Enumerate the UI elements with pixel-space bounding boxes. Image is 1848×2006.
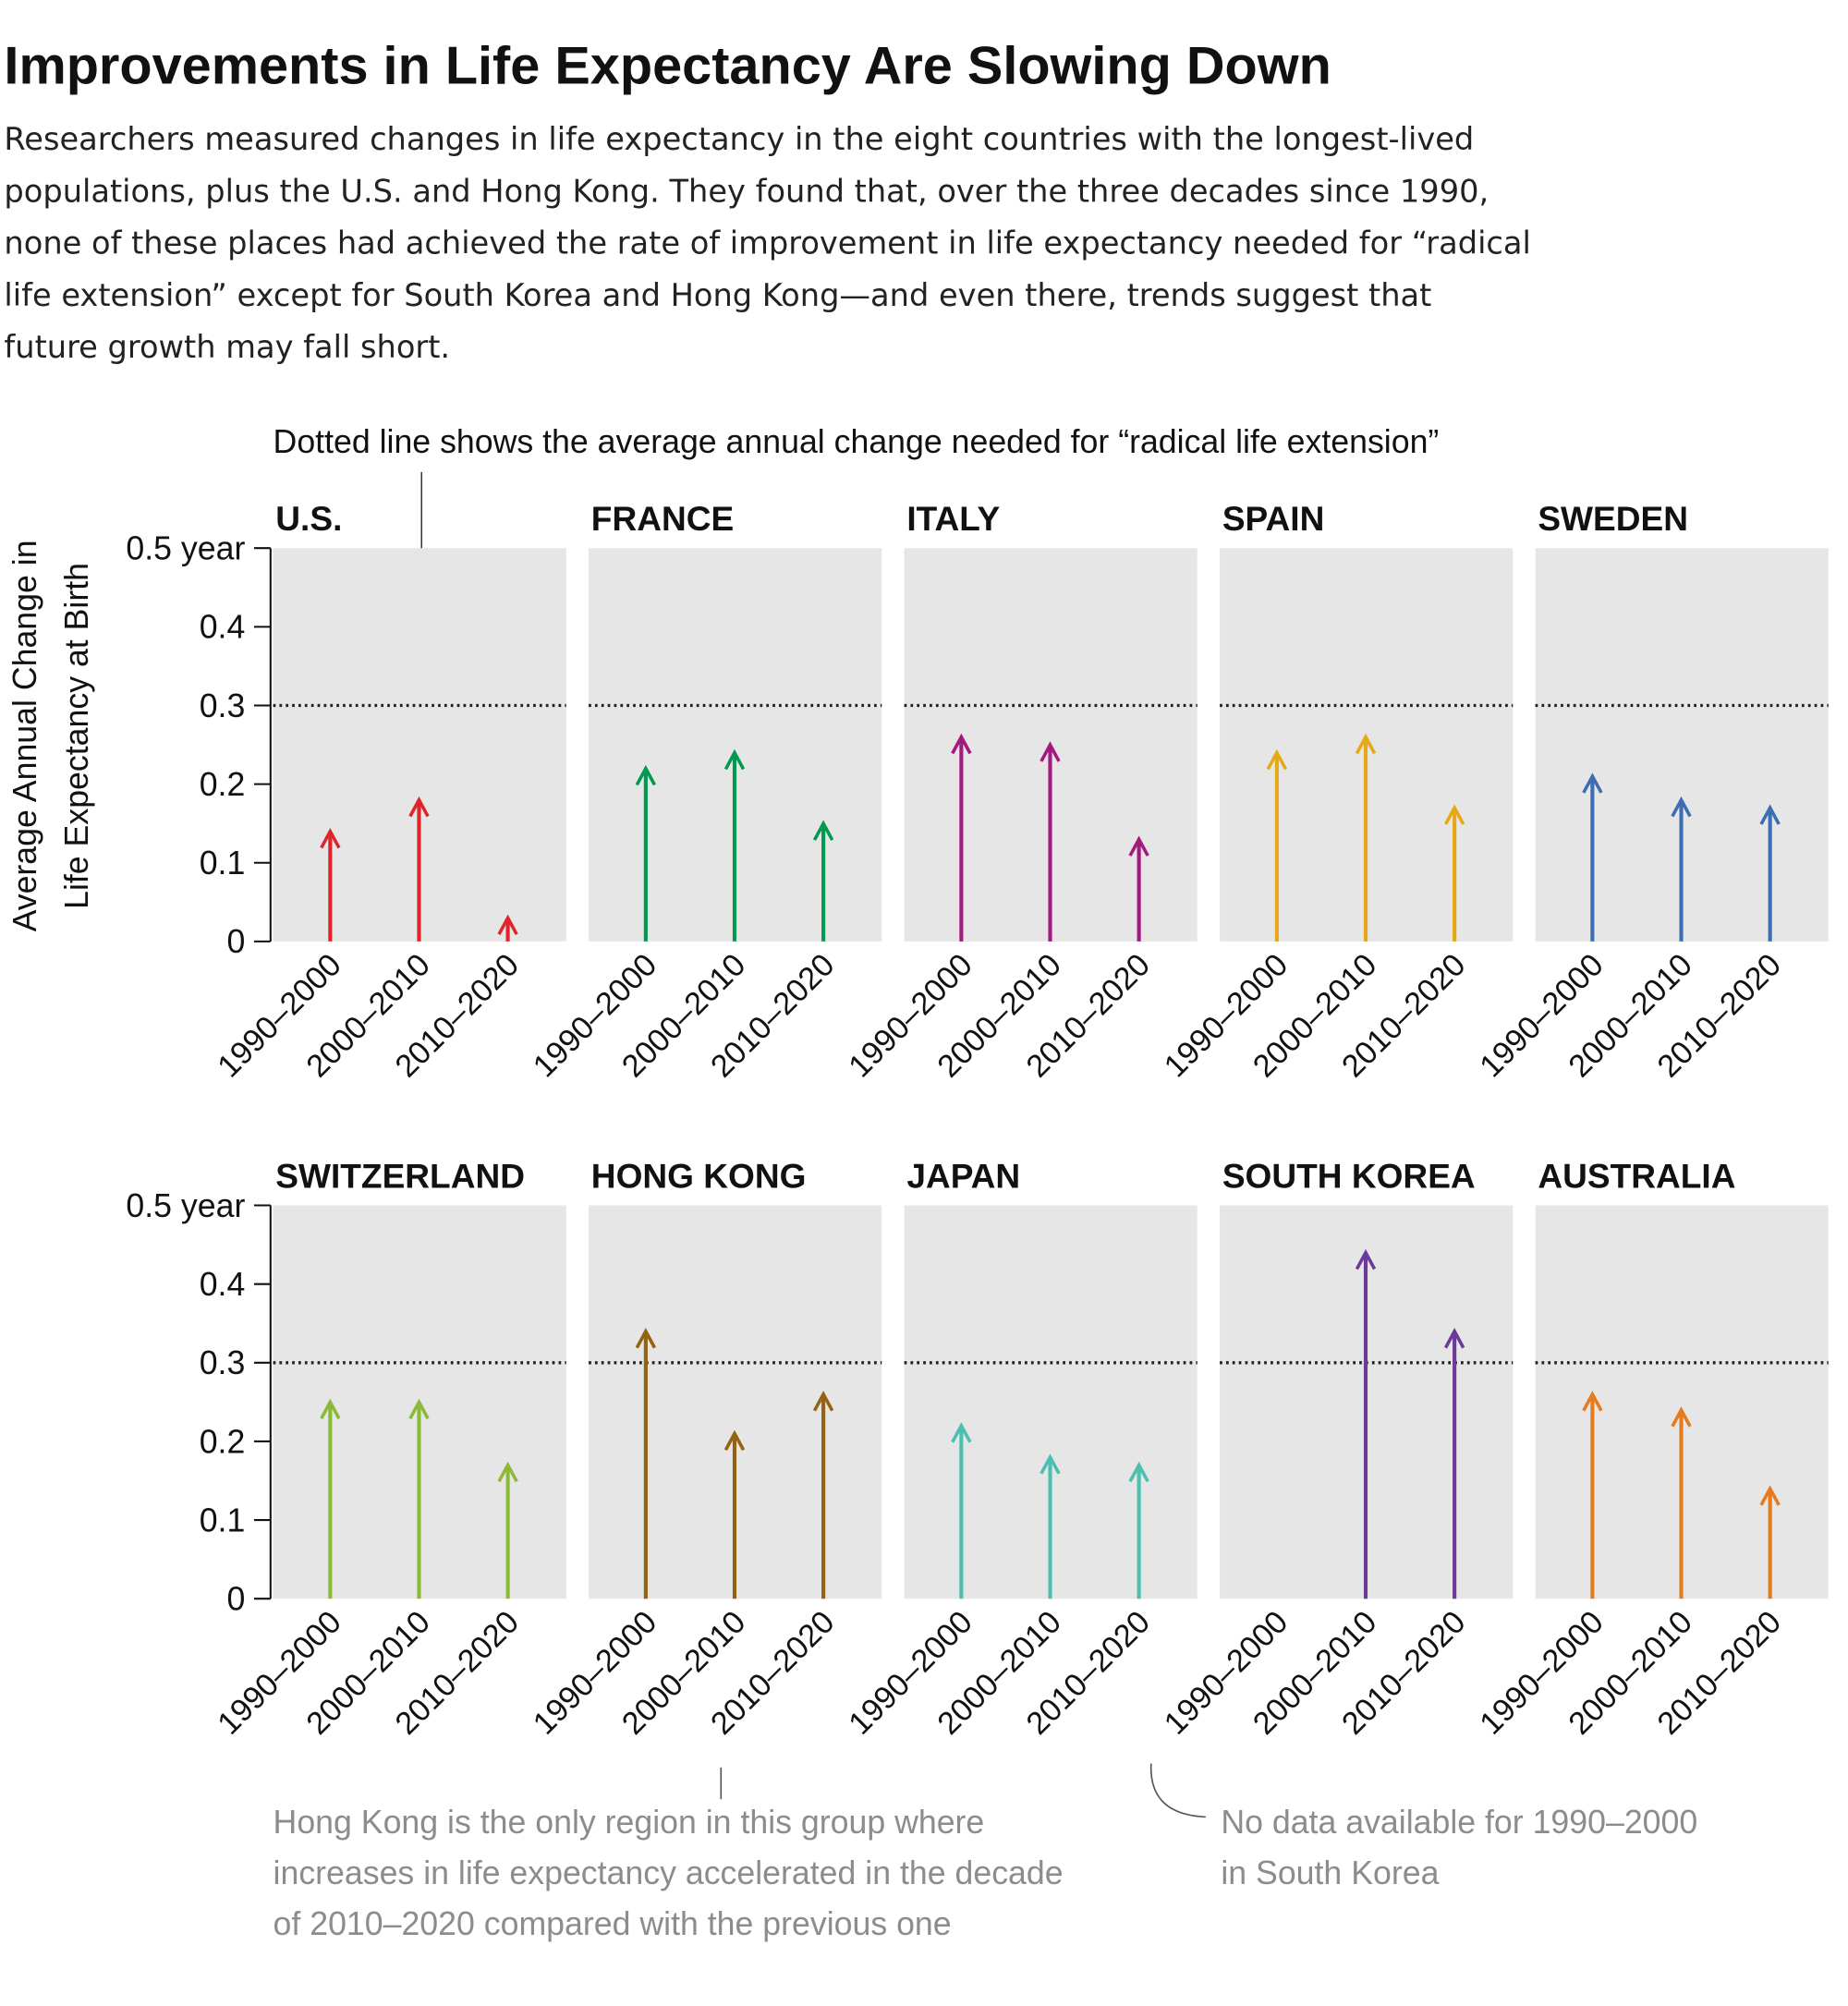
y-axis-title: Average Annual Change in Life Expectancy … bbox=[6, 540, 95, 931]
panel-title: HONG KONG bbox=[591, 1156, 807, 1195]
arrow-head bbox=[812, 820, 834, 841]
south-korea-note-line: No data available for 1990–2000 bbox=[1221, 1804, 1697, 1841]
arrow-head bbox=[723, 1429, 746, 1452]
arrow-head bbox=[1266, 748, 1288, 771]
hong-kong-annotation: Hong Kong is the only region in this gro… bbox=[274, 1804, 1064, 1942]
arrow-head bbox=[1128, 1461, 1149, 1483]
panel-title: JAPAN bbox=[906, 1156, 1020, 1195]
description-line: future growth may fall short. bbox=[4, 329, 450, 365]
arrow-head bbox=[1759, 804, 1781, 825]
south-korea-note-line: in South Korea bbox=[1221, 1854, 1439, 1891]
y-tick-label: 0.2 bbox=[200, 1423, 246, 1460]
arrow-head bbox=[1582, 1391, 1603, 1412]
arrow-head bbox=[497, 914, 518, 936]
y-tick-label: 0.3 bbox=[200, 687, 246, 724]
chart-title: Improvements in Life Expectancy Are Slow… bbox=[4, 37, 1331, 96]
panel-title: SPAIN bbox=[1222, 499, 1325, 538]
arrow-head bbox=[1040, 741, 1061, 762]
arrow-head bbox=[1040, 1453, 1061, 1475]
panel-title: SWEDEN bbox=[1538, 499, 1688, 538]
arrow-head bbox=[951, 1422, 972, 1443]
panel-title: AUSTRALIA bbox=[1538, 1156, 1735, 1195]
y-axis-title-line: Life Expectancy at Birth bbox=[58, 563, 95, 909]
y-tick-label: 0.3 bbox=[200, 1344, 246, 1381]
hong-kong-note-line: Hong Kong is the only region in this gro… bbox=[274, 1804, 985, 1841]
y-axis-title-line: Average Annual Change in bbox=[6, 540, 43, 931]
arrow-head bbox=[320, 827, 341, 849]
south-korea-leader-line bbox=[1149, 1763, 1206, 1818]
y-tick-label: 0 bbox=[226, 1581, 245, 1618]
y-tick-label: 0.5 year bbox=[126, 1187, 245, 1224]
arrow-head bbox=[1671, 796, 1692, 818]
panel-title: ITALY bbox=[906, 499, 1000, 538]
description-line: life extension” except for South Korea a… bbox=[4, 277, 1431, 313]
arrow-head bbox=[1759, 1485, 1781, 1506]
y-tick-label: 0.2 bbox=[200, 766, 246, 803]
south-korea-annotation: No data available for 1990–2000 in South … bbox=[1221, 1804, 1697, 1891]
arrow-head bbox=[497, 1461, 518, 1483]
description-line: Researchers measured changes in life exp… bbox=[4, 121, 1474, 157]
dotted-line-annotation: Dotted line shows the average annual cha… bbox=[274, 423, 1440, 460]
y-tick-label: 0.4 bbox=[200, 609, 246, 646]
arrow-head bbox=[1355, 1248, 1377, 1270]
panel-title: SWITZERLAND bbox=[275, 1156, 525, 1195]
arrow-head bbox=[1355, 733, 1377, 755]
description-line: none of these places had achieved the ra… bbox=[4, 225, 1530, 261]
y-tick-label: 0.5 year bbox=[126, 530, 245, 567]
arrow-head bbox=[1582, 772, 1603, 794]
arrow-head bbox=[1671, 1406, 1692, 1428]
arrow-head bbox=[1443, 1327, 1465, 1349]
y-tick-label: 0.4 bbox=[200, 1266, 246, 1303]
y-tick-label: 0.1 bbox=[200, 845, 246, 881]
y-tick-label: 0.1 bbox=[200, 1501, 246, 1538]
arrow-head bbox=[951, 733, 972, 755]
y-tick-label: 0 bbox=[226, 923, 245, 960]
arrow-head bbox=[408, 796, 430, 818]
panel-title: U.S. bbox=[275, 499, 342, 538]
panels: 0 0.1 0.2 0.3 0.4 0.5 year 0 0.1 0.2 0.3 0.4 0.5 ye… bbox=[126, 499, 1829, 1742]
hong-kong-note-line: increases in life expectancy accelerated… bbox=[274, 1854, 1064, 1891]
panel-title: SOUTH KOREA bbox=[1222, 1156, 1476, 1195]
arrow-head bbox=[723, 748, 746, 771]
arrow-head bbox=[320, 1398, 341, 1420]
hong-kong-note-line: of 2010–2020 compared with the previous … bbox=[274, 1905, 952, 1942]
chart-description: Researchers measured changes in life exp… bbox=[4, 121, 1530, 365]
description-line: populations, plus the U.S. and Hong Kong… bbox=[4, 173, 1489, 209]
arrow-head bbox=[1128, 835, 1149, 857]
arrow-head bbox=[812, 1391, 834, 1412]
arrow-head bbox=[635, 764, 657, 786]
panel-title: FRANCE bbox=[591, 499, 734, 538]
arrow-head bbox=[1443, 804, 1465, 825]
arrow-head bbox=[635, 1327, 657, 1349]
arrow-head bbox=[408, 1398, 430, 1420]
